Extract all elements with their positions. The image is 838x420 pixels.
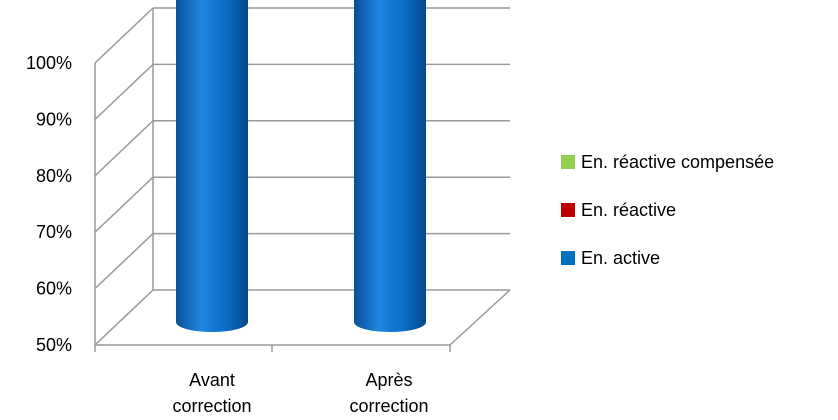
category-label: Après correction (349, 370, 428, 416)
y-tick-label: 60% (36, 279, 72, 299)
legend-label-reactive-compensee: En. réactive compensée (581, 151, 775, 172)
y-tick-label: 100% (26, 53, 72, 73)
bars (176, 0, 426, 332)
legend-swatch-reactive (561, 203, 575, 217)
y-tick-label: 50% (36, 335, 72, 355)
y-tick-label: 70% (36, 222, 72, 242)
legend: En. réactive compensée En. réactive En. … (561, 150, 774, 294)
legend-swatch-reactive-compensee (561, 155, 575, 169)
bar-segment-active (354, 0, 426, 332)
side-gridline (94, 63, 154, 120)
y-tick-label: 80% (36, 166, 72, 186)
side-gridline (94, 233, 154, 290)
plot-area (94, 7, 511, 352)
floor-right-edge (449, 289, 511, 346)
legend-label-active: En. active (581, 247, 661, 268)
legend-item-active: En. active (561, 246, 774, 270)
legend-label-reactive: En. réactive (581, 199, 677, 220)
legend-item-reactive: En. réactive (561, 198, 774, 222)
legend-swatch-active (561, 251, 575, 265)
category-label: Avant correction (172, 370, 251, 416)
side-gridline (94, 120, 154, 177)
labels: 50% 60% 70% 80% 90% 100% Avant correction Après c… (26, 53, 429, 416)
side-gridline (94, 289, 154, 346)
bar-segment-active (176, 0, 248, 332)
side-gridline (94, 7, 154, 64)
y-tick-label: 90% (36, 109, 72, 129)
side-gridline (94, 176, 154, 233)
legend-item-reactive-compensee: En. réactive compensée (561, 150, 774, 174)
